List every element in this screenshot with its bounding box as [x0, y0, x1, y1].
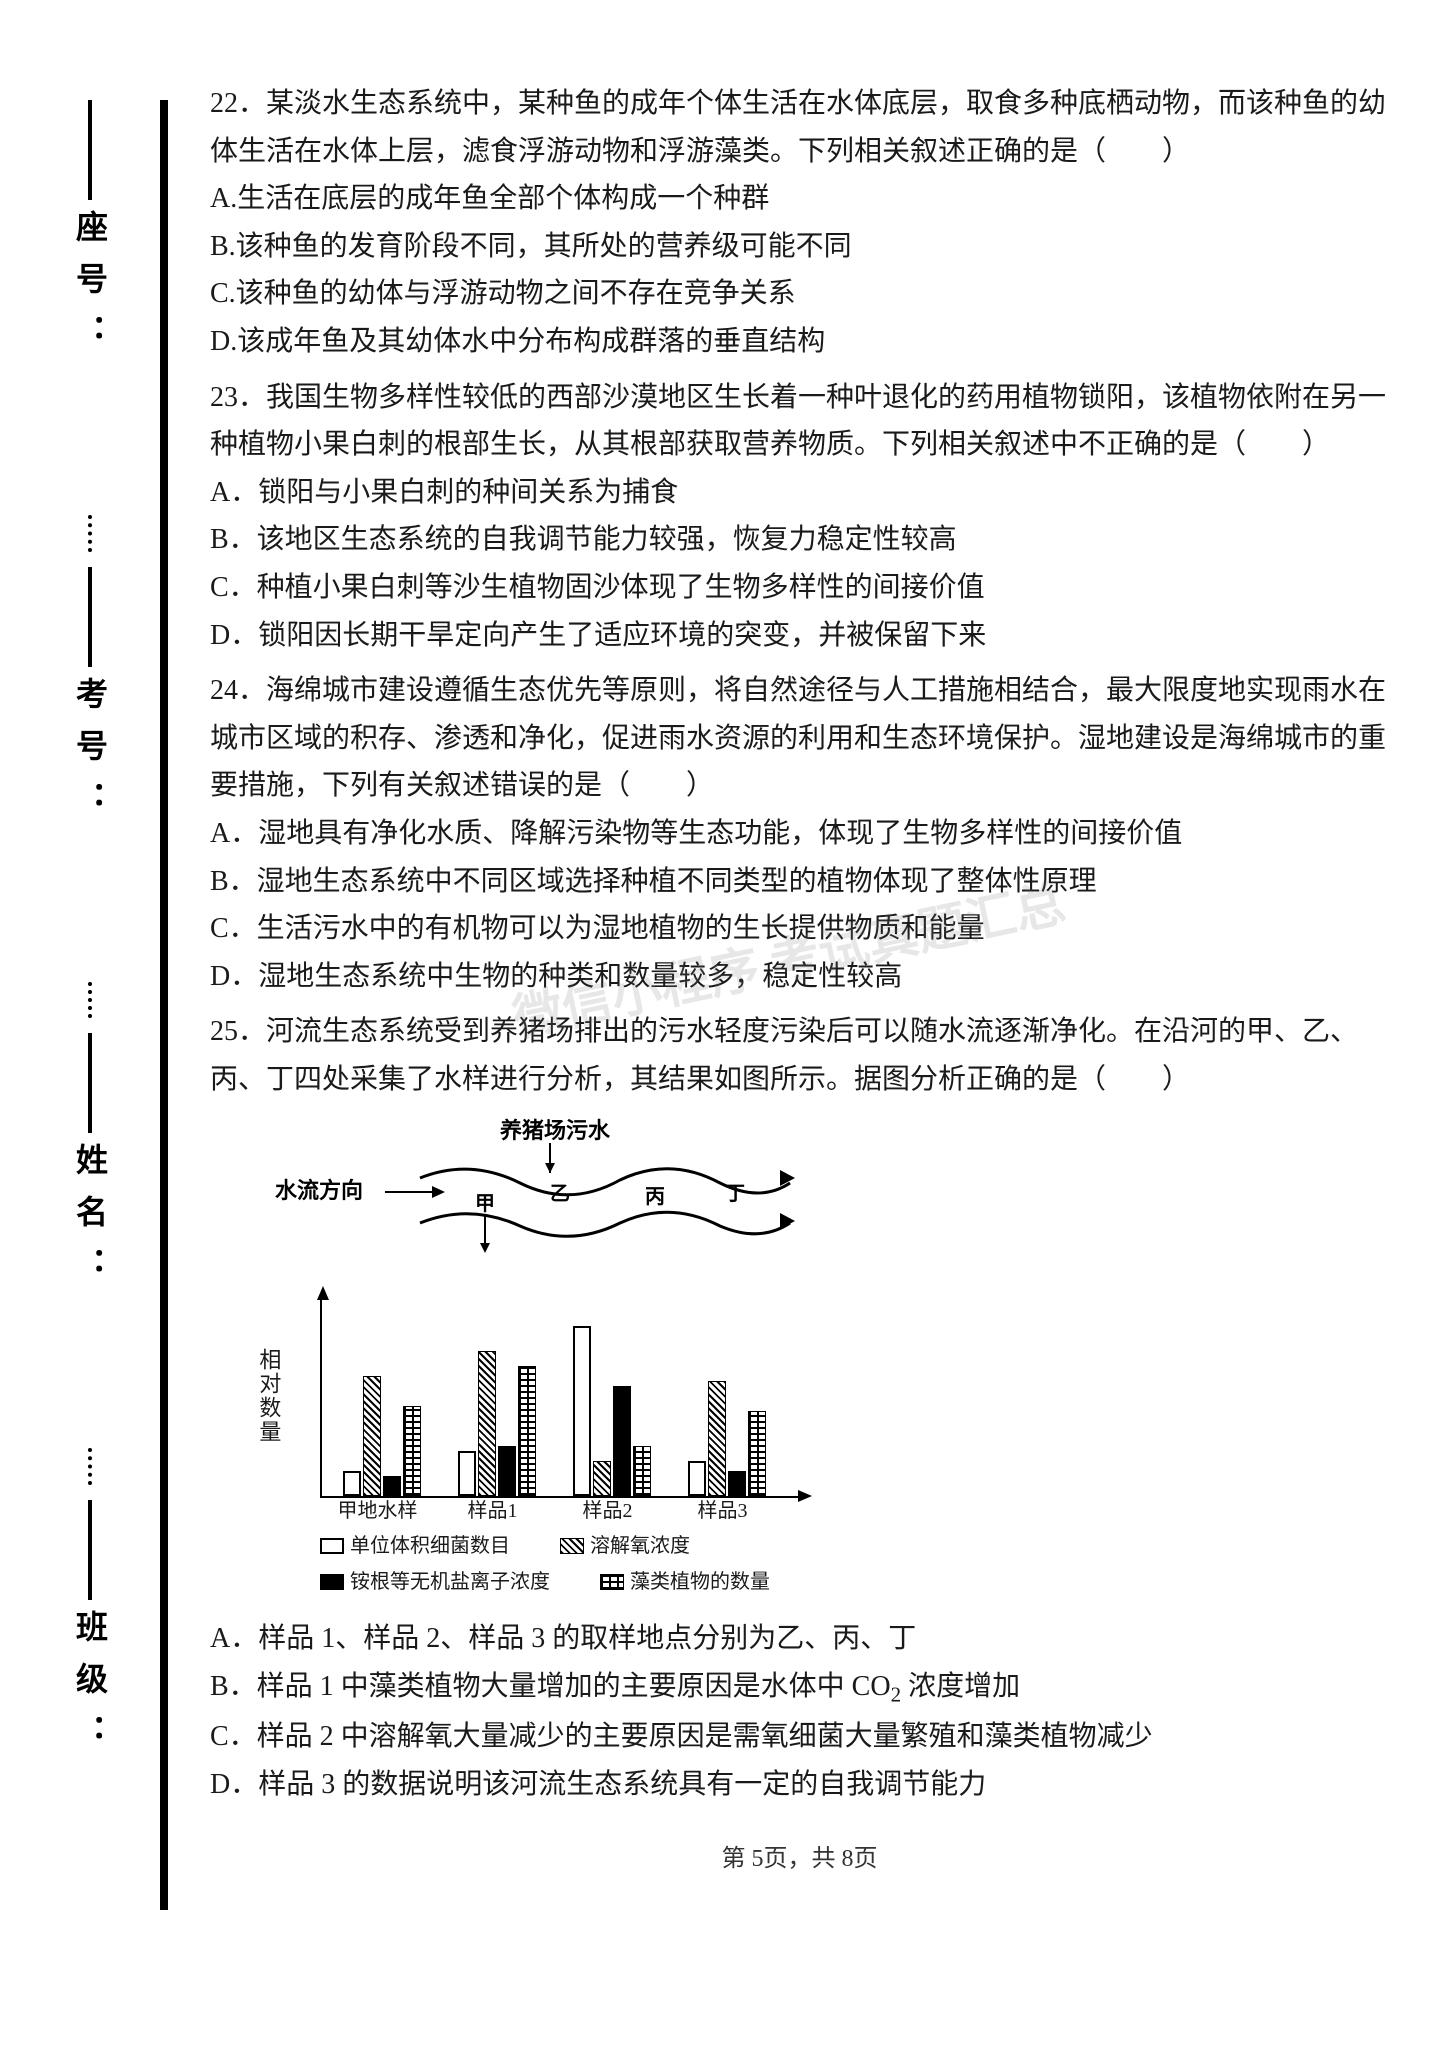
- name-label: 姓名：: [67, 1143, 113, 1299]
- legend-bacteria-label: 单位体积细菌数目: [350, 1528, 510, 1564]
- fill-line: [88, 1033, 92, 1133]
- svg-text:乙: 乙: [550, 1183, 570, 1205]
- x-label-2: 样品2: [550, 1494, 665, 1528]
- q24-option-c: C．生活污水中的有机物可以为湿地植物的生长提供物质和能量: [210, 905, 1389, 953]
- bar-bacteria: [458, 1451, 476, 1496]
- q24-option-a: A．湿地具有净化水质、降解污染物等生态功能，体现了生物多样性的间接价值: [210, 810, 1389, 858]
- q22-stem: 22．某淡水生态系统中，某种鱼的成年个体生活在水体底层，取食多种底栖动物，而该种…: [210, 80, 1389, 175]
- q24-option-b: B．湿地生态系统中不同区域选择种植不同类型的植物体现了整体性原理: [210, 858, 1389, 906]
- seat-number-section: 座号：: [67, 100, 113, 500]
- answer-sheet-sidebar: 座号： 考号： 姓名： 班级：: [30, 100, 150, 1900]
- fill-line: [88, 100, 92, 200]
- svg-text:甲: 甲: [475, 1193, 495, 1215]
- bar-ammonium: [613, 1386, 631, 1496]
- flow-direction-label: 水流方向: [275, 1178, 363, 1203]
- q23-stem: 23．我国生物多样性较低的西部沙漠地区生长着一种叶退化的药用植物锁阳，该植物依附…: [210, 374, 1389, 469]
- bar-group-jia: [332, 1376, 432, 1496]
- question-24: 24．海绵城市建设遵循生态优先等原则，将自然途径与人工措施相结合，最大限度地实现…: [210, 667, 1389, 1000]
- legend-algae-label: 藻类植物的数量: [630, 1564, 770, 1600]
- x-label-3: 样品3: [665, 1494, 780, 1528]
- legend-algae: 藻类植物的数量: [600, 1564, 770, 1600]
- bar-algae: [633, 1446, 651, 1496]
- q23-option-d: D．锁阳因长期干旱定向产生了适应环境的突变，并被保留下来: [210, 612, 1389, 660]
- bar-oxygen: [478, 1351, 496, 1496]
- chart-axes: [320, 1298, 800, 1498]
- river-svg: 养猪场污水 水流方向 甲 乙 丙 丁: [260, 1118, 820, 1258]
- bar-ammonium: [383, 1476, 401, 1496]
- legend-ammonium: 铵根等无机盐离子浓度: [320, 1564, 550, 1600]
- bar-group-2: [562, 1326, 662, 1496]
- class-section: 班级：: [67, 1500, 113, 1900]
- chart-figure: 养猪场污水 水流方向 甲 乙 丙 丁: [260, 1118, 820, 1600]
- fill-line: [88, 1500, 92, 1600]
- q25-option-a: A．样品 1、样品 2、样品 3 的取样地点分别为乙、丙、丁: [210, 1615, 1389, 1663]
- question-25: 25．河流生态系统受到养猪场排出的污水轻度污染后可以随水流逐渐净化。在沿河的甲、…: [210, 1008, 1389, 1808]
- x-arrow-icon: [798, 1490, 812, 1502]
- q22-option-c: C.该种鱼的幼体与浮游动物之间不存在竞争关系: [210, 270, 1389, 318]
- q23-option-a: A．锁阳与小果白刺的种间关系为捕食: [210, 469, 1389, 517]
- q23-option-c: C．种植小果白刺等沙生植物固沙体现了生物多样性的间接价值: [210, 564, 1389, 612]
- x-axis-labels: 甲地水样 样品1 样品2 样品3: [320, 1494, 800, 1528]
- question-22: 22．某淡水生态系统中，某种鱼的成年个体生活在水体底层，取食多种底栖动物，而该种…: [210, 80, 1389, 366]
- q25-stem: 25．河流生态系统受到养猪场排出的污水轻度污染后可以随水流逐渐净化。在沿河的甲、…: [210, 1008, 1389, 1103]
- bar-group-3: [677, 1381, 777, 1496]
- name-section: 姓名：: [67, 1033, 113, 1433]
- legend-oxygen-label: 溶解氧浓度: [590, 1528, 690, 1564]
- bar-oxygen: [708, 1381, 726, 1496]
- q22-option-b: B.该种鱼的发育阶段不同，其所处的营养级可能不同: [210, 223, 1389, 271]
- chart-legend: 单位体积细菌数目 溶解氧浓度 铵根等无机盐离子浓度 藻类植物的数量: [320, 1528, 820, 1600]
- bar-algae: [518, 1366, 536, 1496]
- legend-ammonium-label: 铵根等无机盐离子浓度: [350, 1564, 550, 1600]
- seat-label: 座号：: [67, 210, 113, 366]
- q25-optb-sub: 2: [891, 1683, 902, 1707]
- y-arrow-icon: [317, 1286, 329, 1300]
- bar-bacteria: [688, 1461, 706, 1496]
- bar-algae: [748, 1411, 766, 1496]
- legend-bacteria: 单位体积细菌数目: [320, 1528, 510, 1564]
- fill-line: [88, 567, 92, 667]
- bar-ammonium: [728, 1471, 746, 1496]
- dotted-separator: [88, 982, 92, 1019]
- q25-option-b: B．样品 1 中藻类植物大量增加的主要原因是水体中 CO2 浓度增加: [210, 1663, 1389, 1713]
- q22-option-d: D.该成年鱼及其幼体水中分布构成群落的垂直结构: [210, 318, 1389, 366]
- legend-black-icon: [320, 1574, 344, 1590]
- legend-oxygen: 溶解氧浓度: [560, 1528, 690, 1564]
- bar-oxygen: [593, 1461, 611, 1496]
- legend-diag-icon: [560, 1538, 584, 1554]
- q24-stem: 24．海绵城市建设遵循生态优先等原则，将自然途径与人工措施相结合，最大限度地实现…: [210, 667, 1389, 810]
- river-diagram: 养猪场污水 水流方向 甲 乙 丙 丁: [260, 1118, 820, 1258]
- svg-text:丙: 丙: [645, 1186, 665, 1208]
- bar-oxygen: [363, 1376, 381, 1496]
- q22-option-a: A.生活在底层的成年鱼全部个体构成一个种群: [210, 175, 1389, 223]
- dotted-separator: [88, 1448, 92, 1485]
- exam-label: 考号：: [67, 677, 113, 833]
- x-label-1: 样品1: [435, 1494, 550, 1528]
- bar-ammonium: [498, 1446, 516, 1496]
- question-23: 23．我国生物多样性较低的西部沙漠地区生长着一种叶退化的药用植物锁阳，该植物依附…: [210, 374, 1389, 660]
- exam-content: 22．某淡水生态系统中，某种鱼的成年个体生活在水体底层，取食多种底栖动物，而该种…: [180, 80, 1389, 1879]
- pollution-source-label: 养猪场污水: [499, 1118, 611, 1143]
- x-label-jia: 甲地水样: [320, 1494, 435, 1528]
- exam-number-section: 考号：: [67, 567, 113, 967]
- legend-white-icon: [320, 1538, 344, 1554]
- bar-bacteria: [573, 1326, 591, 1496]
- bar-group-1: [447, 1351, 547, 1496]
- vertical-divider: [160, 100, 168, 1910]
- q25-option-c: C．样品 2 中溶解氧大量减少的主要原因是需氧细菌大量繁殖和藻类植物减少: [210, 1713, 1389, 1761]
- q25-optb-post: 浓度增加: [901, 1671, 1020, 1702]
- class-label: 班级：: [67, 1610, 113, 1766]
- q25-option-d: D．样品 3 的数据说明该河流生态系统具有一定的自我调节能力: [210, 1761, 1389, 1809]
- q23-option-b: B．该地区生态系统的自我调节能力较强，恢复力稳定性较高: [210, 516, 1389, 564]
- bar-chart: 相对数量: [260, 1268, 820, 1528]
- q24-option-d: D．湿地生态系统中生物的种类和数量较多，稳定性较高: [210, 953, 1389, 1001]
- svg-text:丁: 丁: [725, 1183, 745, 1205]
- bar-bacteria: [343, 1471, 361, 1496]
- dotted-separator: [88, 515, 92, 552]
- q25-optb-pre: B．样品 1 中藻类植物大量增加的主要原因是水体中 CO: [210, 1671, 891, 1702]
- y-axis-label: 相对数量: [250, 1348, 287, 1444]
- page-footer: 第 5页，共 8页: [210, 1839, 1389, 1880]
- bar-algae: [403, 1406, 421, 1496]
- legend-brick-icon: [600, 1574, 624, 1590]
